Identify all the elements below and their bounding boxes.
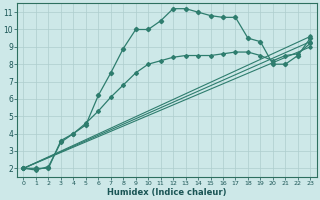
X-axis label: Humidex (Indice chaleur): Humidex (Indice chaleur) xyxy=(107,188,227,197)
